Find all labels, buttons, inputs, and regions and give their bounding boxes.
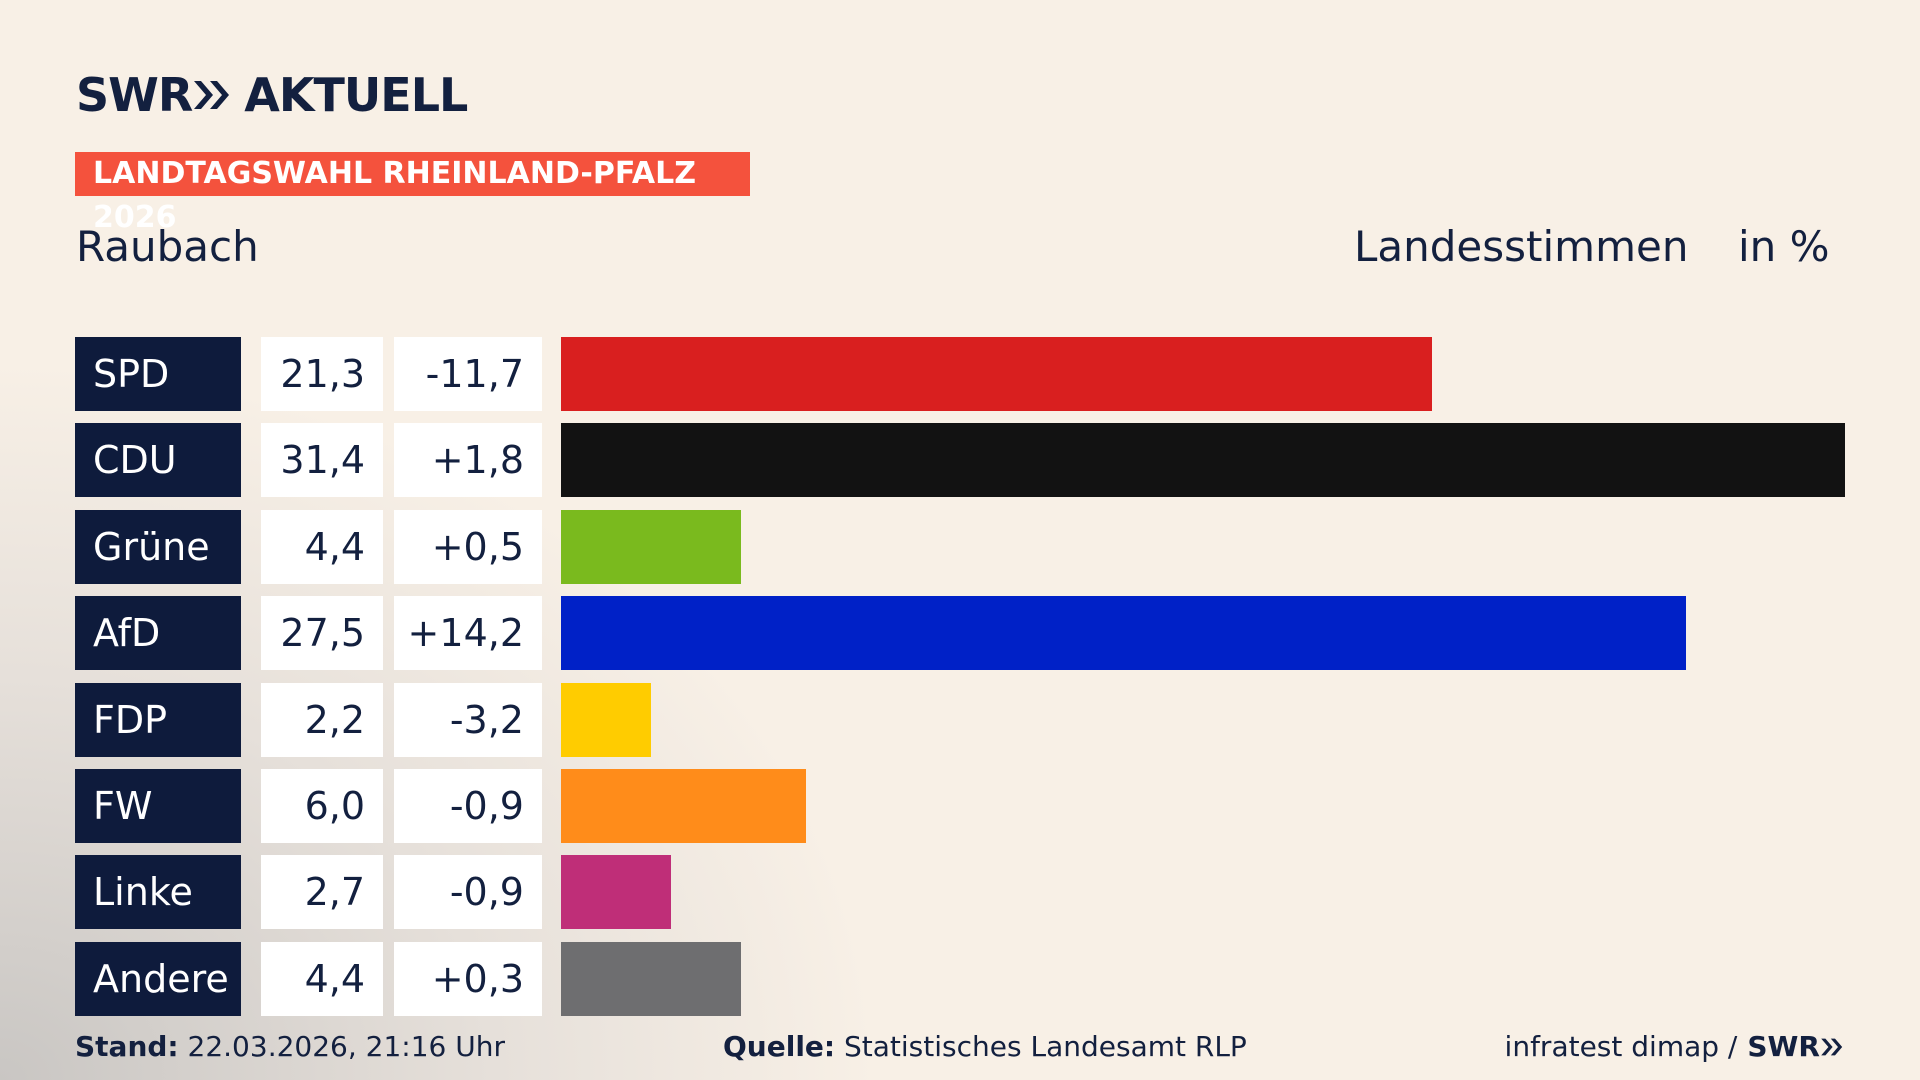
change-label: -11,7 [394,337,542,411]
chevrons [1821,1038,1843,1055]
chart-title: Landesstimmen [1354,222,1689,271]
value-label: 6,0 [261,769,383,843]
bar [561,596,1686,671]
stand: Stand: 22.03.2026, 21:16 Uhr [75,1030,505,1063]
change-label: +0,5 [394,509,542,584]
value-label: 27,5 [261,596,383,671]
source-label: Quelle: [723,1030,836,1063]
logo: SWR AKTUELL [76,68,468,122]
credit: infratest dimap / SWR [1505,1030,1844,1063]
change-label: -0,9 [394,855,542,930]
change-label: +0,3 [394,941,542,1016]
stand-label: Stand: [75,1030,179,1063]
change-label: +14,2 [394,596,542,671]
credit-text: infratest dimap / [1504,1030,1738,1063]
value-label: 4,4 [261,509,383,584]
unit: in % [1738,222,1830,271]
brand-product: AKTUELL [244,68,468,122]
change-label: -0,9 [394,769,542,843]
bar [561,337,1432,411]
source: Quelle: Statistisches Landesamt RLP [723,1030,1247,1063]
value-label: 4,4 [261,941,383,1016]
value-label: 21,3 [261,337,383,411]
value-label: 2,2 [261,682,383,757]
bar [561,941,741,1016]
bar [561,509,741,584]
party-name: FW [75,769,241,843]
value-label: 2,7 [261,855,383,930]
stand-value: 22.03.2026, 21:16 Uhr [187,1030,505,1063]
credit-brand: SWR [1747,1030,1820,1063]
value-label: 31,4 [261,423,383,498]
brand-name: SWR [76,68,193,122]
source-value: Statistisches Landesamt RLP [844,1030,1247,1063]
party-name: SPD [75,337,241,411]
change-label: -3,2 [394,682,542,757]
party-name: Andere [75,941,241,1016]
party-name: FDP [75,682,241,757]
party-name: CDU [75,423,241,498]
bar [561,423,1845,498]
party-name: Grüne [75,509,241,584]
chevrons [194,81,230,109]
bar [561,855,672,930]
change-label: +1,8 [394,423,542,498]
party-name: Linke [75,855,241,930]
bar [561,769,807,843]
place: Raubach [76,222,259,271]
bar [561,682,651,757]
election-tag: LANDTAGSWAHL RHEINLAND-PFALZ 2026 [75,152,750,235]
party-name: AfD [75,596,241,671]
